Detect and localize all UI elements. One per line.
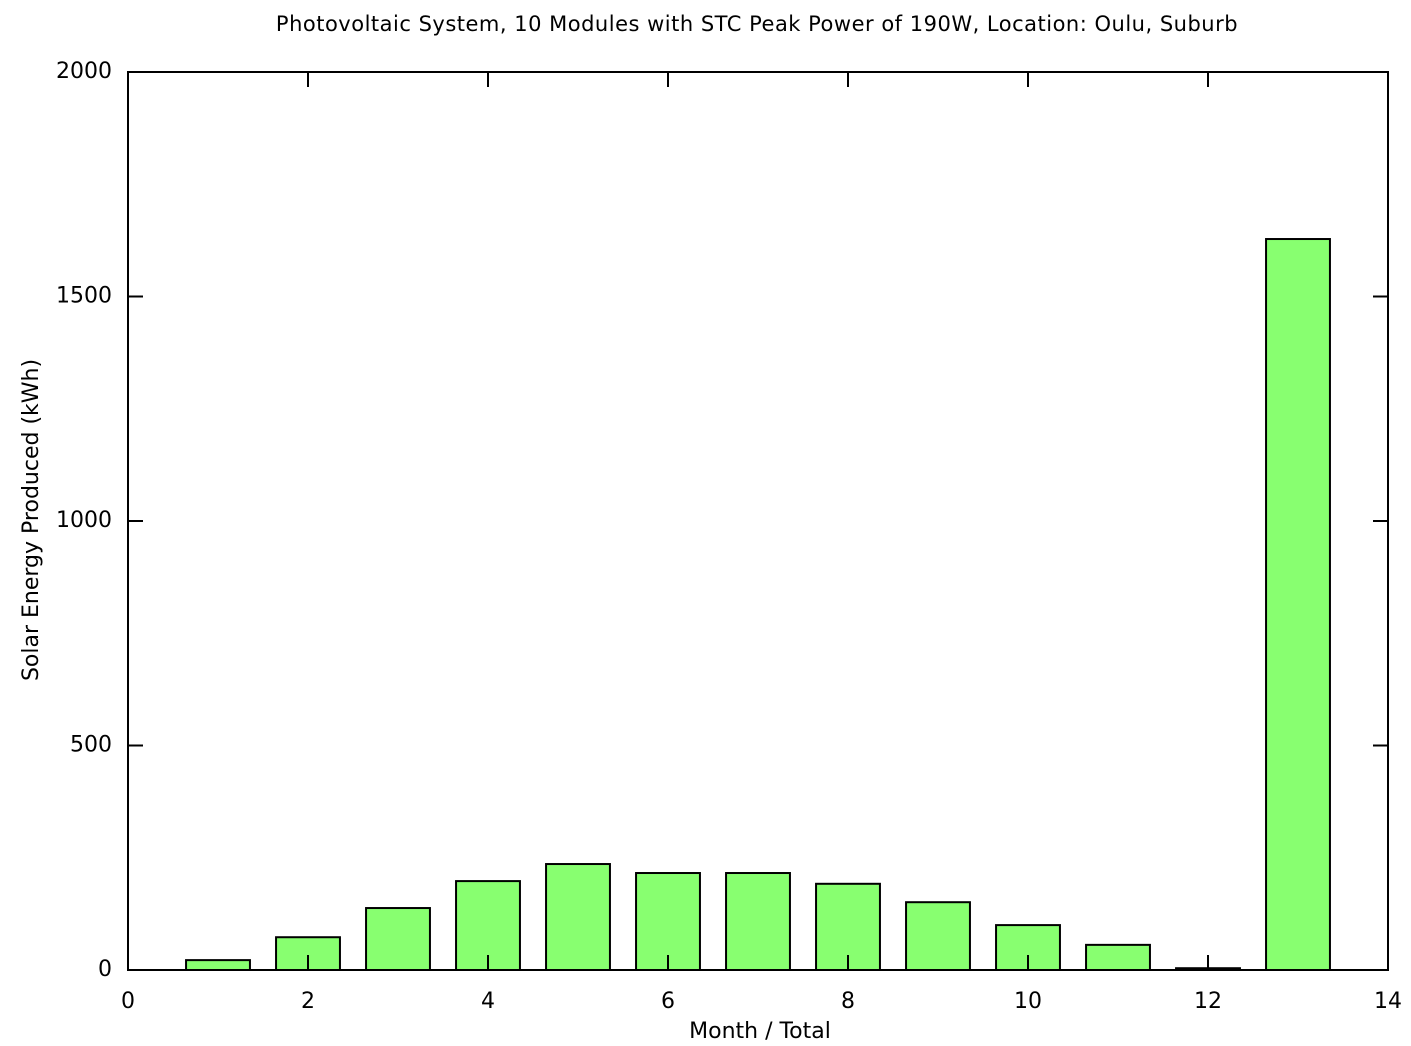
bar [545,863,611,972]
x-tick-label: 4 [481,989,495,1014]
bar [1085,943,1151,972]
x-tick-label: 8 [841,989,855,1014]
x-tick-label: 0 [121,989,135,1014]
x-tick-label: 14 [1374,989,1402,1014]
bar [905,901,971,971]
x-tick-label: 6 [661,989,675,1014]
y-tick-label: 0 [98,957,112,982]
bar [365,907,431,972]
x-tick-label: 10 [1014,989,1042,1014]
x-axis-label: Month / Total [689,1019,831,1044]
y-tick-label: 1500 [56,284,112,309]
chart-title: Photovoltaic System, 10 Modules with STC… [276,12,1238,36]
y-tick-label: 2000 [56,59,112,84]
y-tick-label: 1000 [56,508,112,533]
y-tick-label: 500 [70,733,112,758]
bar [725,872,791,971]
x-tick-label: 12 [1194,989,1222,1014]
y-axis-label: Solar Energy Produced (kWh) [19,359,44,681]
x-tick-label: 2 [301,989,315,1014]
bar [1265,238,1331,971]
bar [185,959,251,972]
plot-frame [127,71,1389,971]
